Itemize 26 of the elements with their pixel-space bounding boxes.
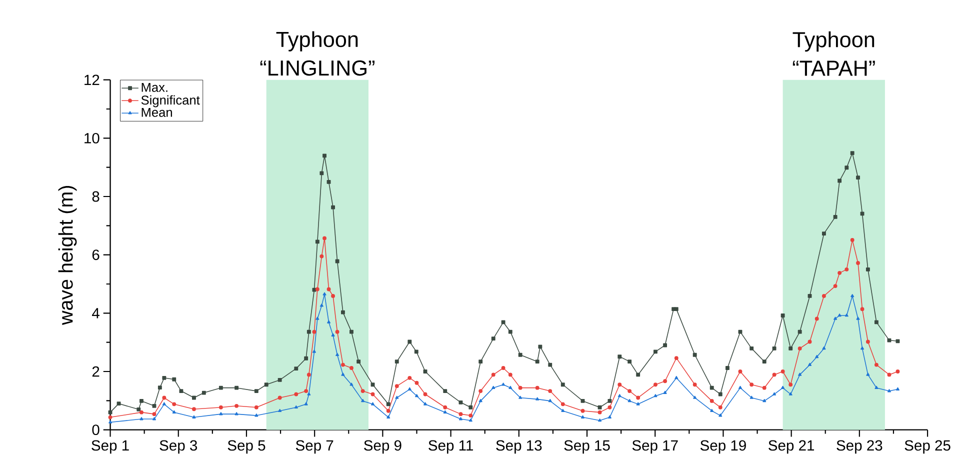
y-tick-label: 0 xyxy=(92,424,100,435)
y-tick-label: 6 xyxy=(92,250,100,260)
legend-label: Max. xyxy=(142,82,168,92)
x-tick-label: Sep 5 xyxy=(228,440,266,454)
y-tick-label: 2 xyxy=(92,366,100,377)
y-tick-label: 10 xyxy=(84,132,100,144)
legend-label: Mean xyxy=(142,108,172,117)
band-label: Typhoon “LINGLING” xyxy=(260,31,374,76)
x-tick-label: Sep 15 xyxy=(564,440,610,454)
y-tick-label: 12 xyxy=(84,74,100,85)
x-tick-label: Sep 1 xyxy=(92,440,129,454)
x-tick-label: Sep 7 xyxy=(296,440,334,454)
y-axis-title: wave height (m) xyxy=(58,186,77,325)
x-tick-label: Sep 21 xyxy=(768,440,814,454)
x-tick-label: Sep 13 xyxy=(496,440,542,454)
x-tick-label: Sep 17 xyxy=(632,440,678,454)
x-tick-label: Sep 11 xyxy=(428,440,473,454)
legend-label: Significant xyxy=(141,95,200,108)
x-tick-label: Sep 19 xyxy=(700,440,746,454)
y-tick-label: 4 xyxy=(92,308,100,318)
band-label: Typhoon “TAPAH” xyxy=(792,31,875,76)
x-tick-label: Sep 23 xyxy=(836,440,882,454)
x-tick-label: Sep 25 xyxy=(904,440,950,454)
x-tick-label: Sep 9 xyxy=(364,440,402,454)
y-tick-label: 8 xyxy=(92,191,100,202)
x-tick-label: Sep 3 xyxy=(160,440,198,454)
